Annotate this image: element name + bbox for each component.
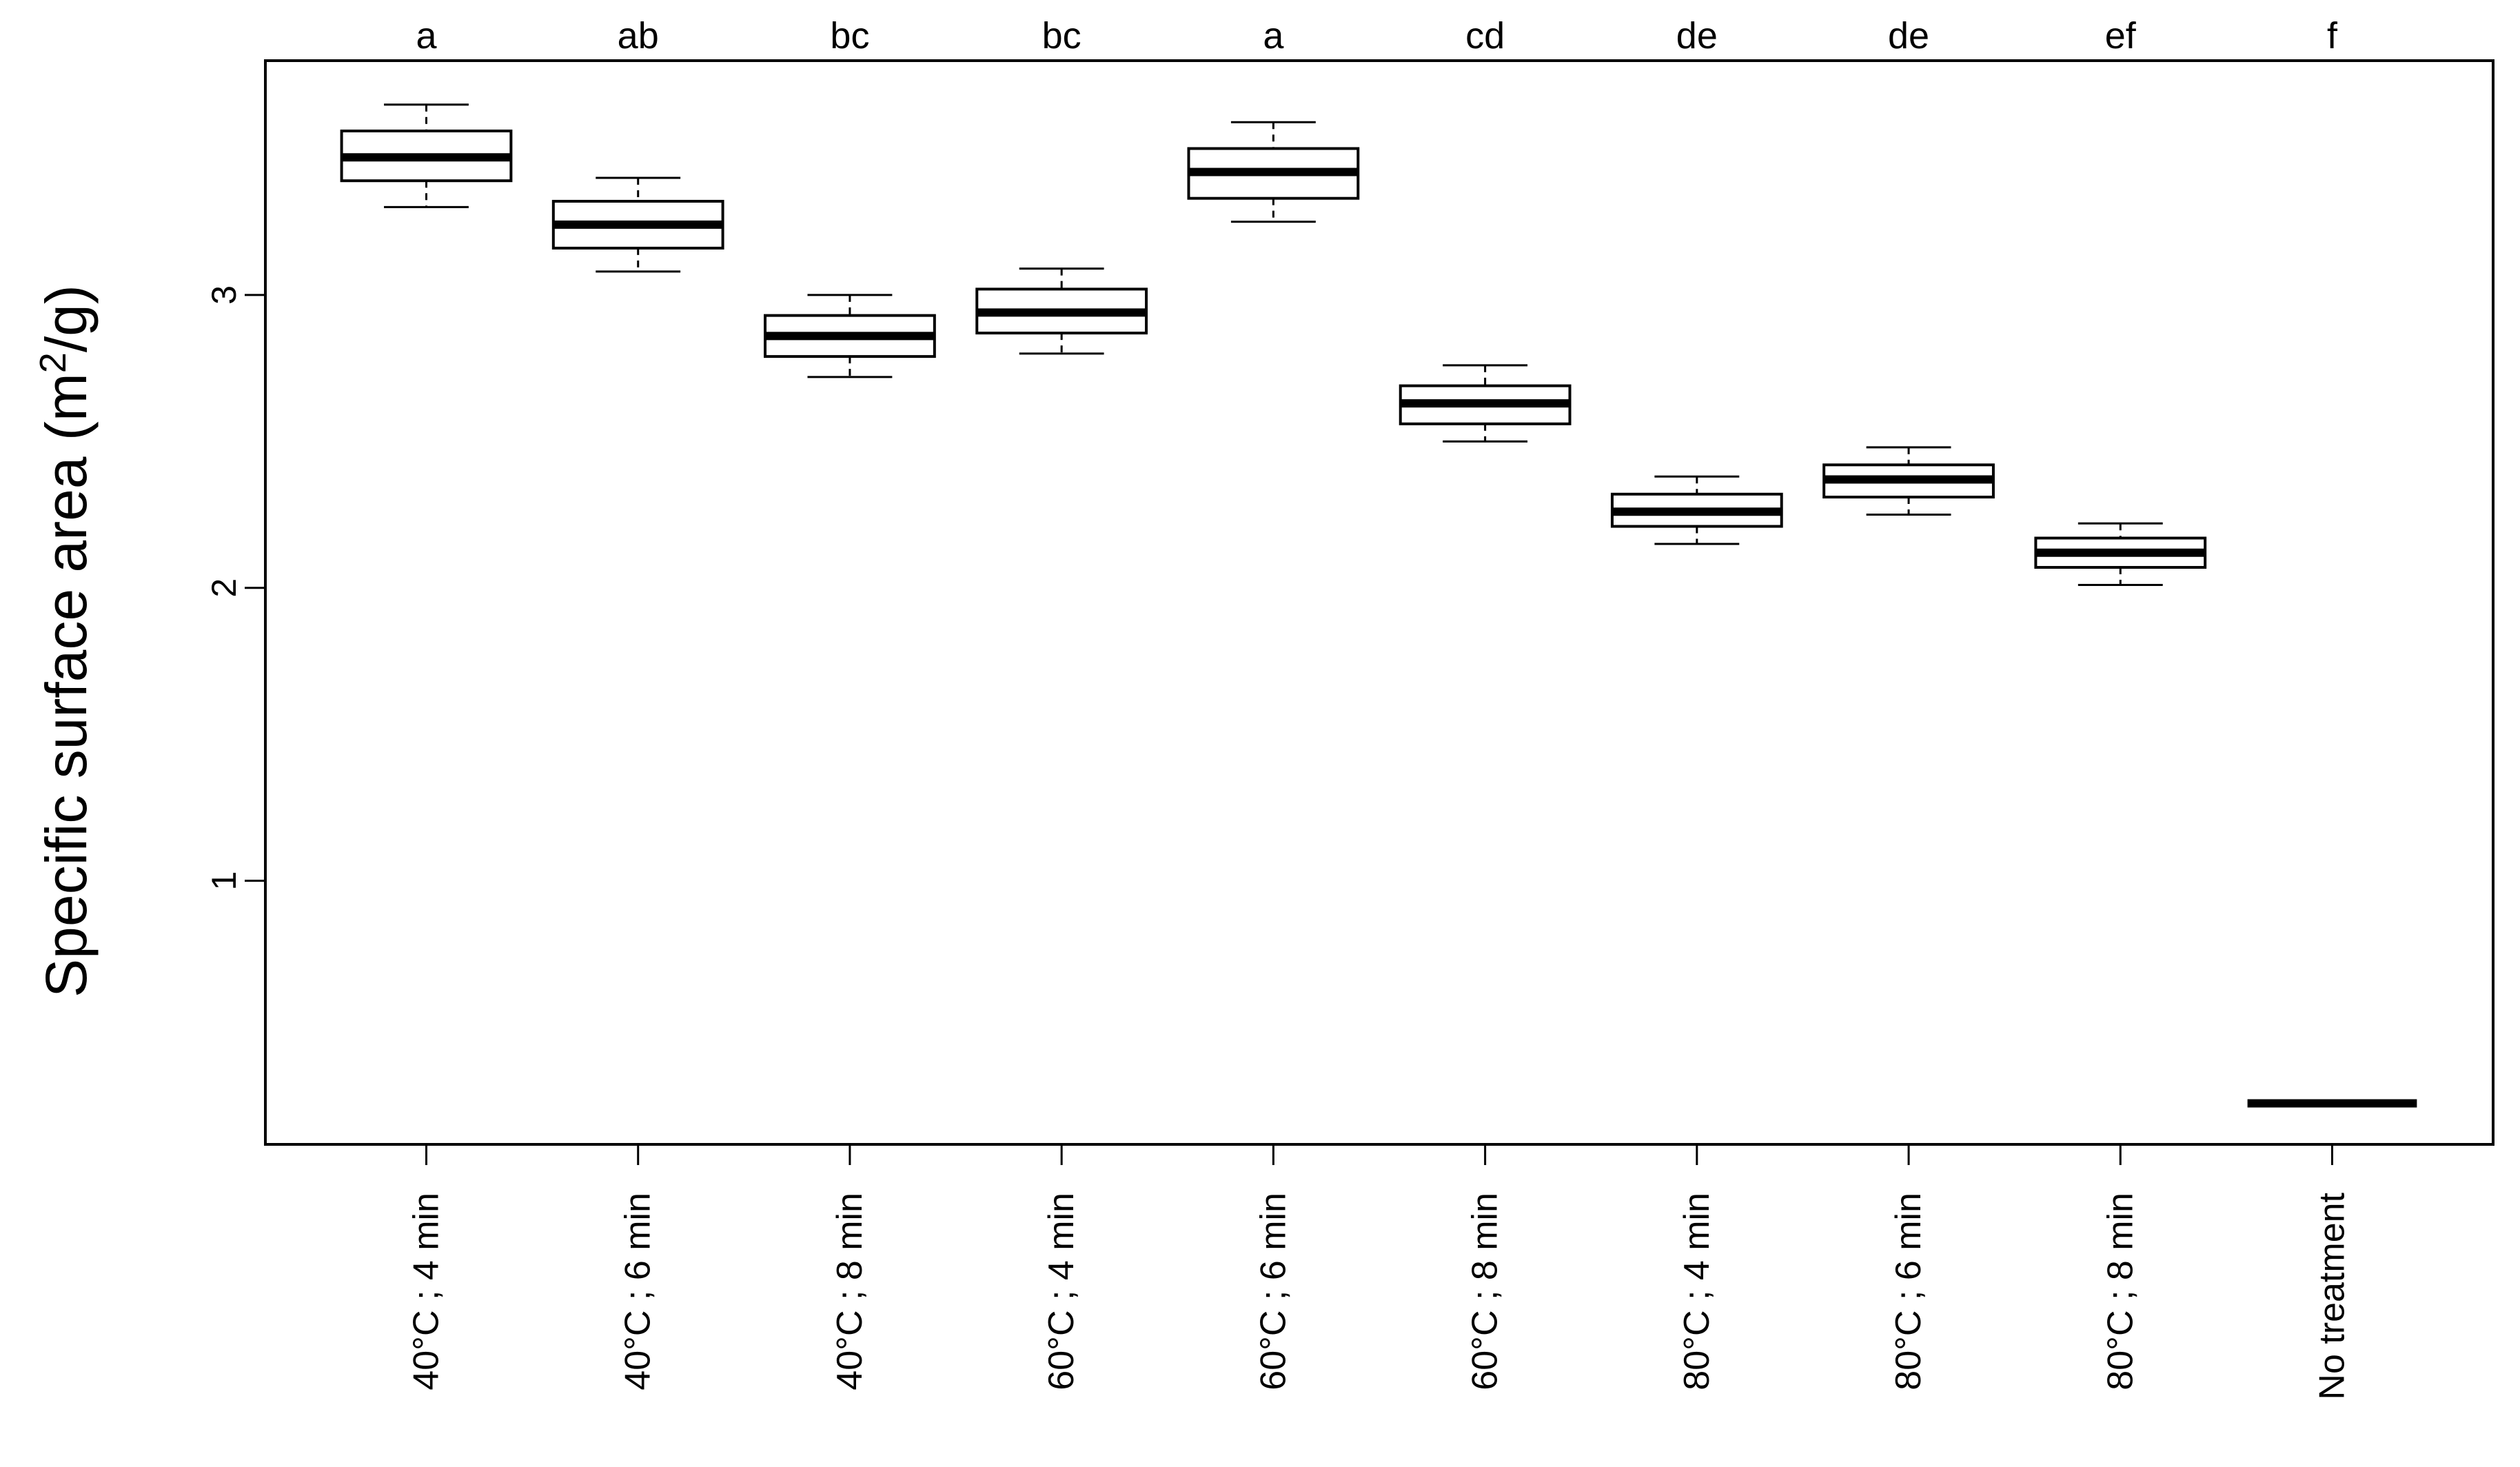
- x-tick-label-3: 60°C ; 4 min: [1041, 1193, 1081, 1390]
- y-tick-label-1: 2: [205, 578, 243, 598]
- y-axis-label-superscript: 2: [32, 352, 74, 373]
- x-axis: 40°C ; 4 min 40°C ; 6 min 40°C ; 8 min 60°C…: [406, 1143, 2353, 1400]
- y-tick-label-2: 3: [205, 285, 243, 305]
- x-tick-label-5: 60°C ; 8 min: [1465, 1193, 1505, 1390]
- y-tick-label-0: 1: [205, 871, 243, 891]
- significance-letter-4: a: [1263, 15, 1284, 57]
- x-tick-label-2: 40°C ; 8 min: [830, 1193, 870, 1390]
- x-tick-label-8: 80°C ; 8 min: [2100, 1193, 2140, 1390]
- box-4: [1187, 121, 1360, 223]
- significance-letter-5: cd: [1465, 15, 1505, 57]
- x-tick-label-4: 60°C ; 6 min: [1253, 1193, 1293, 1390]
- y-axis-label: Specific surface area (m2/g): [32, 285, 99, 998]
- y-axis-label-suffix: /g): [34, 285, 99, 352]
- significance-letter-6: de: [1676, 15, 1718, 57]
- significance-letter-2: bc: [830, 15, 869, 57]
- significance-letter-7: de: [1888, 15, 1929, 57]
- significance-letters: a ab bc bc a cd de de ef f: [416, 15, 2338, 57]
- x-tick-label-6: 80°C ; 4 min: [1677, 1193, 1717, 1390]
- box-7: [1822, 446, 1995, 516]
- significance-letter-9: f: [2327, 15, 2338, 57]
- x-tick-label-1: 40°C ; 6 min: [618, 1193, 658, 1390]
- x-tick-label-7: 80°C ; 6 min: [1889, 1193, 1929, 1390]
- boxes-group: [340, 103, 2417, 1108]
- box-8: [2034, 522, 2207, 587]
- box-2: [764, 294, 936, 378]
- box-3: [975, 267, 1148, 355]
- box-0: [340, 103, 513, 208]
- y-axis-label-prefix: Specific surface area (m: [34, 373, 99, 998]
- significance-letter-0: a: [416, 15, 437, 57]
- box-1: [551, 176, 724, 273]
- box-5: [1399, 364, 1572, 443]
- x-tick-label-9: No treatment: [2313, 1192, 2353, 1399]
- x-tick-label-0: 40°C ; 4 min: [406, 1193, 446, 1390]
- significance-letter-1: ab: [618, 15, 659, 57]
- significance-letter-8: ef: [2105, 15, 2137, 57]
- y-axis: 1 2 3: [205, 285, 267, 891]
- box-6: [1610, 475, 1783, 545]
- significance-letter-3: bc: [1042, 15, 1081, 57]
